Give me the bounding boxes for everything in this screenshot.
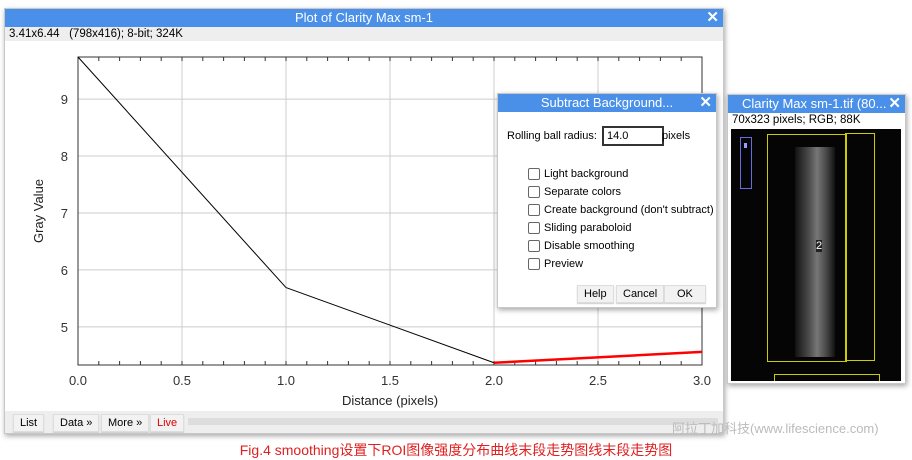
y-tick-label: 9 xyxy=(61,92,68,107)
dialog-title: Subtract Background... xyxy=(540,95,674,110)
image-info: 70x323 pixels; RGB; 88K xyxy=(728,113,905,127)
checkbox[interactable] xyxy=(528,168,540,180)
y-axis-label: Gray Value xyxy=(31,179,46,243)
cancel-button[interactable]: Cancel xyxy=(616,285,665,303)
checkbox-option[interactable]: Disable smoothing xyxy=(528,240,635,252)
roi-3 xyxy=(774,374,880,381)
roi-2-selected[interactable] xyxy=(845,133,875,361)
x-tick-label: 0.0 xyxy=(69,373,87,388)
image-canvas[interactable]: 2 xyxy=(731,129,901,381)
help-button[interactable]: Help xyxy=(577,285,614,303)
checkbox-label: Sliding paraboloid xyxy=(544,222,632,234)
checkbox-option[interactable]: Create background (don't subtract) xyxy=(528,204,714,216)
radius-input[interactable] xyxy=(602,126,664,146)
checkbox-label: Create background (don't subtract) xyxy=(544,204,714,216)
plot-info: 3.41x6.44 (798x416); 8-bit; 324K xyxy=(5,27,723,41)
bright-stripe xyxy=(795,147,835,357)
checkbox-option[interactable]: Separate colors xyxy=(528,186,621,198)
checkbox[interactable] xyxy=(528,240,540,252)
plot-title-bar[interactable]: Plot of Clarity Max sm-1 ✕ xyxy=(5,9,723,27)
x-tick-label: 3.0 xyxy=(693,373,711,388)
more-button[interactable]: More » xyxy=(101,414,150,432)
y-tick-label: 8 xyxy=(61,149,68,164)
checkbox[interactable] xyxy=(528,222,540,234)
checkbox-label: Preview xyxy=(544,258,584,270)
x-tick-label: 1.5 xyxy=(381,373,399,388)
figure-caption: Fig.4 smoothing设置下ROI图像强度分布曲线末段走势图线末段走势图 xyxy=(239,442,673,458)
profile-segment xyxy=(493,350,703,364)
radius-unit: pixels xyxy=(662,130,691,142)
close-icon[interactable]: ✕ xyxy=(888,95,901,112)
checkbox-option[interactable]: Light background xyxy=(528,168,628,180)
x-tick-label: 2.5 xyxy=(589,373,607,388)
image-window: Clarity Max sm-1.tif (80... ✕ 70x323 pixe… xyxy=(727,94,906,384)
profile-segment xyxy=(285,287,495,364)
close-icon[interactable]: ✕ xyxy=(706,9,719,26)
x-tick-label: 2.0 xyxy=(485,373,503,388)
roi-1 xyxy=(767,134,847,362)
overview-rect xyxy=(740,137,752,189)
checkbox[interactable] xyxy=(528,204,540,216)
x-axis-label: Distance (pixels) xyxy=(342,393,438,408)
dialog-title-bar[interactable]: Subtract Background... ✕ xyxy=(498,94,716,112)
checkbox[interactable] xyxy=(528,186,540,198)
checkbox-label: Disable smoothing xyxy=(544,240,635,252)
x-tick-label: 1.0 xyxy=(277,373,295,388)
watermark: 阿拉丁加科技(www.lifescience.com) xyxy=(672,421,879,436)
image-title-bar[interactable]: Clarity Max sm-1.tif (80... ✕ xyxy=(728,95,905,113)
ok-button[interactable]: OK xyxy=(664,285,706,303)
y-tick-label: 7 xyxy=(61,206,68,221)
close-icon[interactable]: ✕ xyxy=(699,94,712,111)
list-button[interactable]: List xyxy=(13,414,45,432)
y-tick-label: 6 xyxy=(61,263,68,278)
checkbox-label: Light background xyxy=(544,168,629,180)
checkbox-label: Separate colors xyxy=(544,186,622,198)
x-tick-label: 0.5 xyxy=(173,373,191,388)
data-button[interactable]: Data » xyxy=(53,414,100,432)
plot-title: Plot of Clarity Max sm-1 xyxy=(295,10,433,25)
image-title: Clarity Max sm-1.tif (80... xyxy=(742,96,887,111)
live-button[interactable]: Live xyxy=(150,414,185,432)
roi-label: 2 xyxy=(816,240,823,252)
checkbox[interactable] xyxy=(528,258,540,270)
scrollbar[interactable] xyxy=(188,418,718,425)
checkbox-option[interactable]: Sliding paraboloid xyxy=(528,222,631,234)
y-tick-label: 5 xyxy=(61,320,68,335)
subtract-background-dialog: Subtract Background... ✕ Rolling ball rad… xyxy=(497,93,717,308)
radius-label: Rolling ball radius: xyxy=(507,130,597,142)
checkbox-option[interactable]: Preview xyxy=(528,258,583,270)
profile-segment xyxy=(77,56,287,288)
